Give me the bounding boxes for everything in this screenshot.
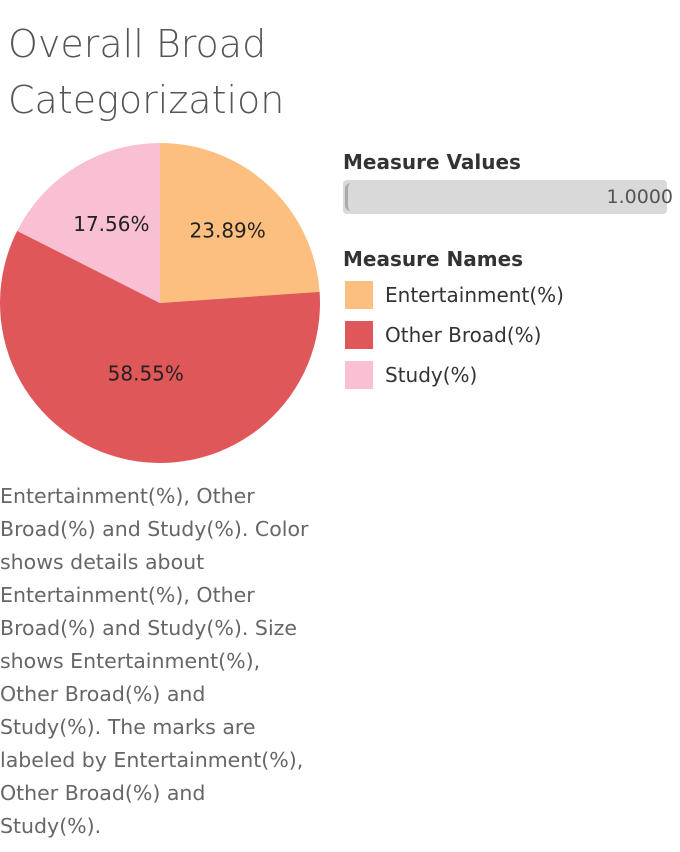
- slice-data-label: 23.89%: [190, 218, 266, 242]
- legend-item-study[interactable]: Study(%): [345, 360, 477, 390]
- slice-data-label: 58.55%: [108, 362, 184, 386]
- slice-data-label: 17.56%: [73, 212, 149, 236]
- measure-names-title: Measure Names: [343, 247, 524, 271]
- legend-item-entertainment[interactable]: Entertainment(%): [345, 280, 564, 310]
- legend-swatch: [345, 321, 373, 349]
- legend-swatch: [345, 281, 373, 309]
- pie-slice-other-broad[interactable]: [0, 230, 320, 463]
- measure-values-slider[interactable]: 1.0000: [343, 180, 673, 214]
- measure-values-title: Measure Values: [343, 150, 521, 174]
- legend-label: Other Broad(%): [385, 323, 542, 347]
- measure-values-value: 1.0000: [606, 186, 673, 208]
- pie-slice-entertainment[interactable]: [160, 143, 320, 303]
- legend-label: Study(%): [385, 363, 478, 387]
- pie-chart[interactable]: 23.89% 58.55% 17.56%: [0, 142, 322, 464]
- legend-item-other-broad[interactable]: Other Broad(%): [345, 320, 541, 350]
- legend-swatch: [345, 361, 373, 389]
- pie-slice-study[interactable]: [17, 143, 160, 303]
- chart-title: Overall Broad Categorization: [8, 22, 285, 122]
- chart-description: Entertainment(%), Other Broad(%) and Stu…: [0, 484, 309, 838]
- slider-handle[interactable]: [345, 183, 353, 211]
- legend-label: Entertainment(%): [385, 283, 564, 307]
- pie-svg: 23.89% 58.55% 17.56%: [0, 143, 320, 463]
